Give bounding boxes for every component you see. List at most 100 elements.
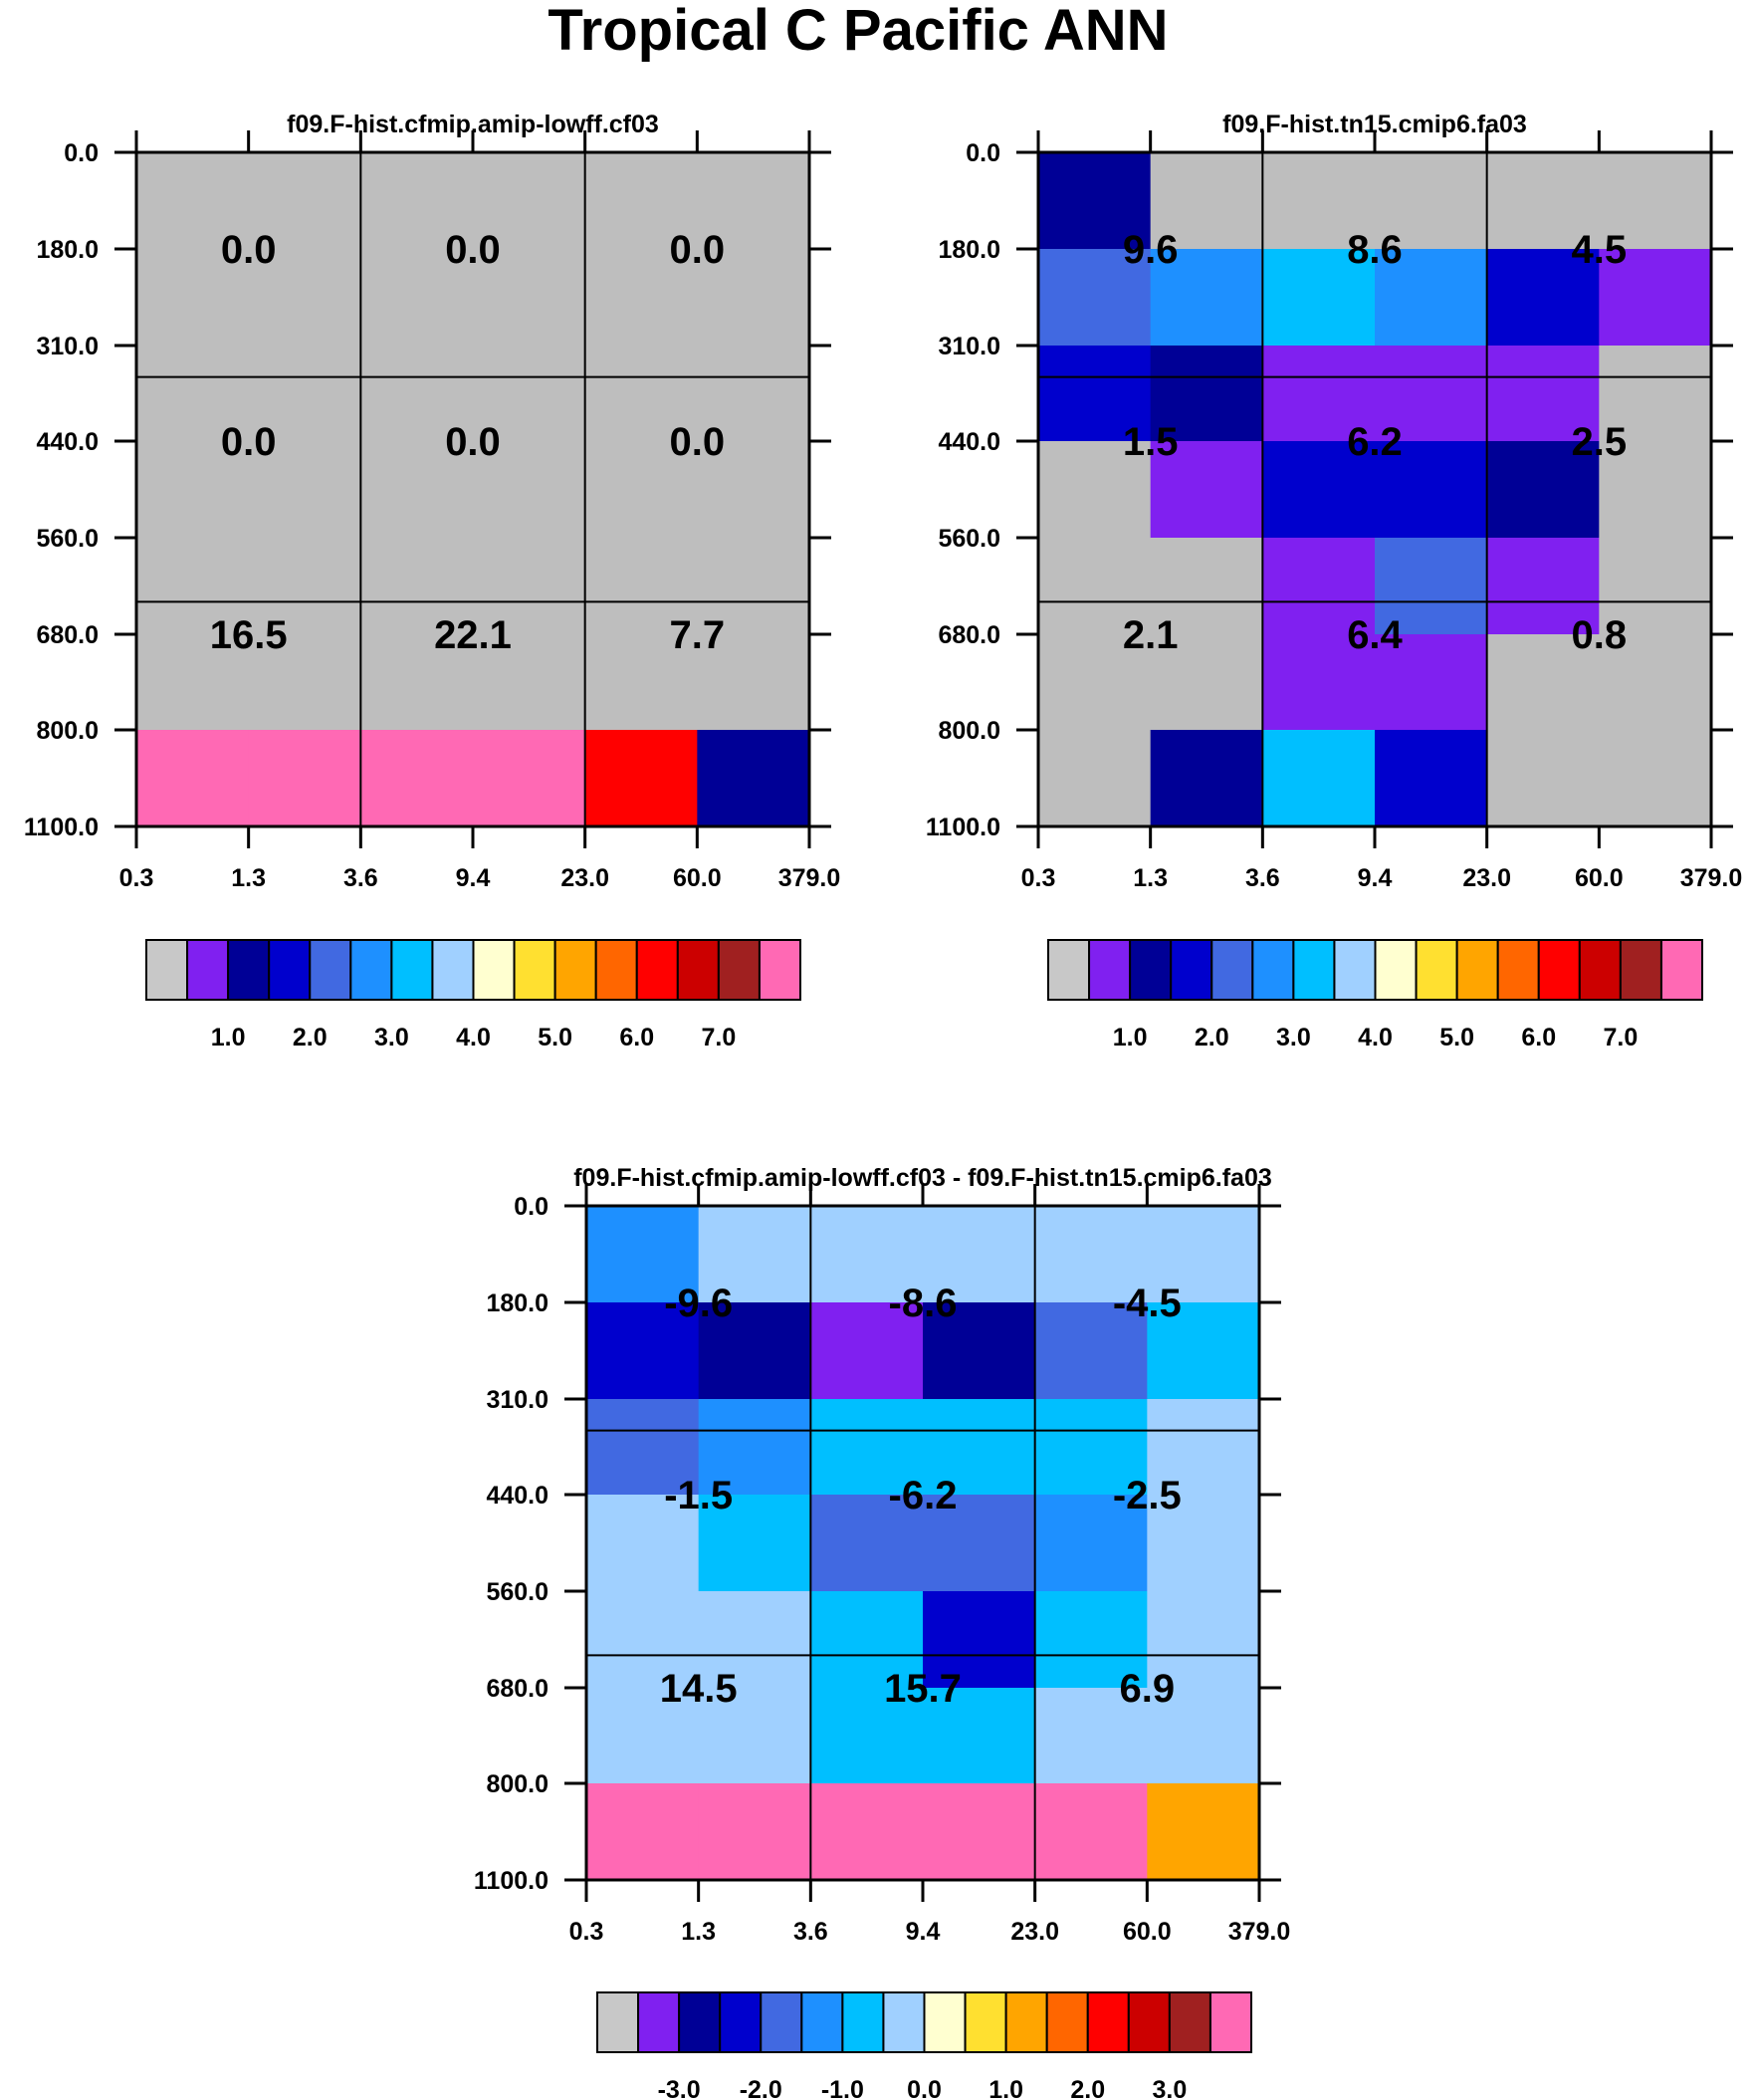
heatmap-cell bbox=[697, 730, 810, 827]
heatmap-cell bbox=[1375, 538, 1488, 635]
heatmap-cell bbox=[586, 1783, 700, 1881]
heatmap-cell bbox=[1034, 1591, 1148, 1689]
heatmap-cell bbox=[1262, 152, 1376, 250]
heatmap-cell bbox=[1038, 346, 1152, 442]
heatmap-cell bbox=[1599, 346, 1712, 442]
x-tick-label: 0.3 bbox=[1021, 864, 1056, 892]
cell-value-label: 6.9 bbox=[1120, 1667, 1176, 1711]
cell-value-label: 15.7 bbox=[884, 1667, 962, 1711]
heatmap-cell bbox=[1034, 1688, 1148, 1784]
x-tick-label: 60.0 bbox=[1123, 1918, 1172, 1946]
heatmap-cell bbox=[360, 441, 474, 539]
heatmap-cell bbox=[1486, 346, 1600, 442]
y-tick-label: 440.0 bbox=[938, 428, 1000, 456]
cell-value-label: 4.5 bbox=[1572, 228, 1628, 272]
heatmap-cell bbox=[248, 249, 361, 347]
heatmap-cell bbox=[473, 249, 586, 347]
colorbar-box bbox=[1619, 939, 1662, 1001]
x-tick-label: 379.0 bbox=[1228, 1918, 1291, 1946]
heatmap-cell bbox=[923, 1206, 1036, 1303]
cell-value-label: 16.5 bbox=[210, 613, 288, 657]
heatmap-cell bbox=[1150, 346, 1263, 442]
heatmap-cell bbox=[360, 152, 474, 250]
heatmap-cell bbox=[1599, 249, 1712, 347]
colorbar-label: -1.0 bbox=[821, 2076, 864, 2100]
colorbar-label: -2.0 bbox=[740, 2076, 782, 2100]
colorbar-box bbox=[760, 1991, 803, 2053]
cell-value-label: -1.5 bbox=[664, 1474, 733, 1517]
heatmap-cell bbox=[698, 1206, 811, 1303]
y-tick-label: 1100.0 bbox=[474, 1867, 548, 1895]
y-tick-label: 800.0 bbox=[938, 717, 1000, 745]
heatmap-cell bbox=[136, 152, 250, 250]
colorbar-box bbox=[717, 939, 761, 1001]
heatmap-cell bbox=[1147, 1495, 1260, 1592]
heatmap-cell bbox=[923, 1302, 1036, 1400]
y-tick-label: 560.0 bbox=[938, 525, 1000, 553]
heatmap-cell bbox=[1150, 538, 1263, 635]
heatmap-cell bbox=[1486, 441, 1600, 539]
heatmap-cell bbox=[360, 730, 474, 827]
cell-value-label: 0.0 bbox=[221, 228, 277, 272]
y-tick-label: 0.0 bbox=[514, 1193, 548, 1221]
heatmap-cell bbox=[1147, 1206, 1260, 1303]
heatmap-cell bbox=[586, 1495, 700, 1592]
heatmap-cell bbox=[697, 152, 810, 250]
y-tick-label: 310.0 bbox=[486, 1386, 548, 1414]
heatmap-cell bbox=[473, 538, 586, 635]
heatmap-cell bbox=[1486, 538, 1600, 635]
cell-value-label: 2.1 bbox=[1123, 613, 1179, 657]
colorbar-box bbox=[1415, 939, 1458, 1001]
heatmap-cell bbox=[473, 346, 586, 442]
colorbar: 1.0 2.0 3.0 4.0 5.0 6.0 7.0 bbox=[1047, 939, 1703, 1051]
heatmap-cell bbox=[136, 346, 250, 442]
cell-value-label: 7.7 bbox=[670, 613, 726, 657]
y-tick-label: 440.0 bbox=[486, 1482, 548, 1510]
x-tick-label: 9.4 bbox=[456, 864, 491, 892]
heatmap-cell bbox=[1375, 152, 1488, 250]
heatmap-cell bbox=[1150, 441, 1263, 539]
colorbar-label: 7.0 bbox=[701, 1024, 736, 1051]
colorbar-box bbox=[882, 1991, 926, 2053]
x-tick-label: 3.6 bbox=[343, 864, 378, 892]
heatmap-cell bbox=[1375, 441, 1488, 539]
y-tick-label: 560.0 bbox=[486, 1578, 548, 1606]
colorbar-box bbox=[596, 1991, 640, 2053]
heatmap-cell bbox=[1262, 730, 1376, 827]
cell-value-label: -6.2 bbox=[889, 1474, 958, 1517]
heatmap-cell bbox=[698, 1783, 811, 1881]
colorbar-box bbox=[513, 939, 556, 1001]
y-tick-label: 310.0 bbox=[36, 333, 99, 360]
heatmap-cell bbox=[923, 1688, 1036, 1784]
heatmap-cell bbox=[473, 152, 586, 250]
colorbar-box bbox=[186, 939, 230, 1001]
x-tick-label: 23.0 bbox=[1010, 1918, 1059, 1946]
cell-value-label: -4.5 bbox=[1113, 1282, 1182, 1325]
y-tick-label: 800.0 bbox=[486, 1770, 548, 1798]
colorbar-box bbox=[268, 939, 312, 1001]
panel-1: f09.F-hist.cfmip.amip-lowff.cf030.0180.0… bbox=[24, 111, 840, 1051]
cell-value-label: 9.6 bbox=[1123, 228, 1179, 272]
colorbar-box bbox=[1168, 1991, 1211, 2053]
colorbar-label: 3.0 bbox=[374, 1024, 409, 1051]
colorbar-box bbox=[1251, 939, 1295, 1001]
y-tick-label: 0.0 bbox=[966, 139, 1000, 167]
colorbar-box bbox=[1578, 939, 1622, 1001]
colorbar-box bbox=[553, 939, 597, 1001]
heatmap-cell bbox=[584, 441, 698, 539]
heatmap-cell bbox=[136, 730, 250, 827]
colorbar-box bbox=[719, 1991, 763, 2053]
heatmap-cell bbox=[810, 1495, 924, 1592]
y-tick-label: 180.0 bbox=[938, 236, 1000, 264]
heatmap-cell bbox=[1599, 730, 1712, 827]
heatmap-cell bbox=[810, 1688, 924, 1784]
heatmap-cell bbox=[473, 730, 586, 827]
x-tick-label: 0.3 bbox=[119, 864, 154, 892]
cell-value-label: -2.5 bbox=[1113, 1474, 1182, 1517]
heatmap-cell bbox=[1486, 634, 1600, 731]
colorbar-box bbox=[349, 939, 393, 1001]
heatmap-cell bbox=[248, 441, 361, 539]
colorbar-box bbox=[1208, 1991, 1252, 2053]
heatmap-cell bbox=[584, 634, 698, 731]
